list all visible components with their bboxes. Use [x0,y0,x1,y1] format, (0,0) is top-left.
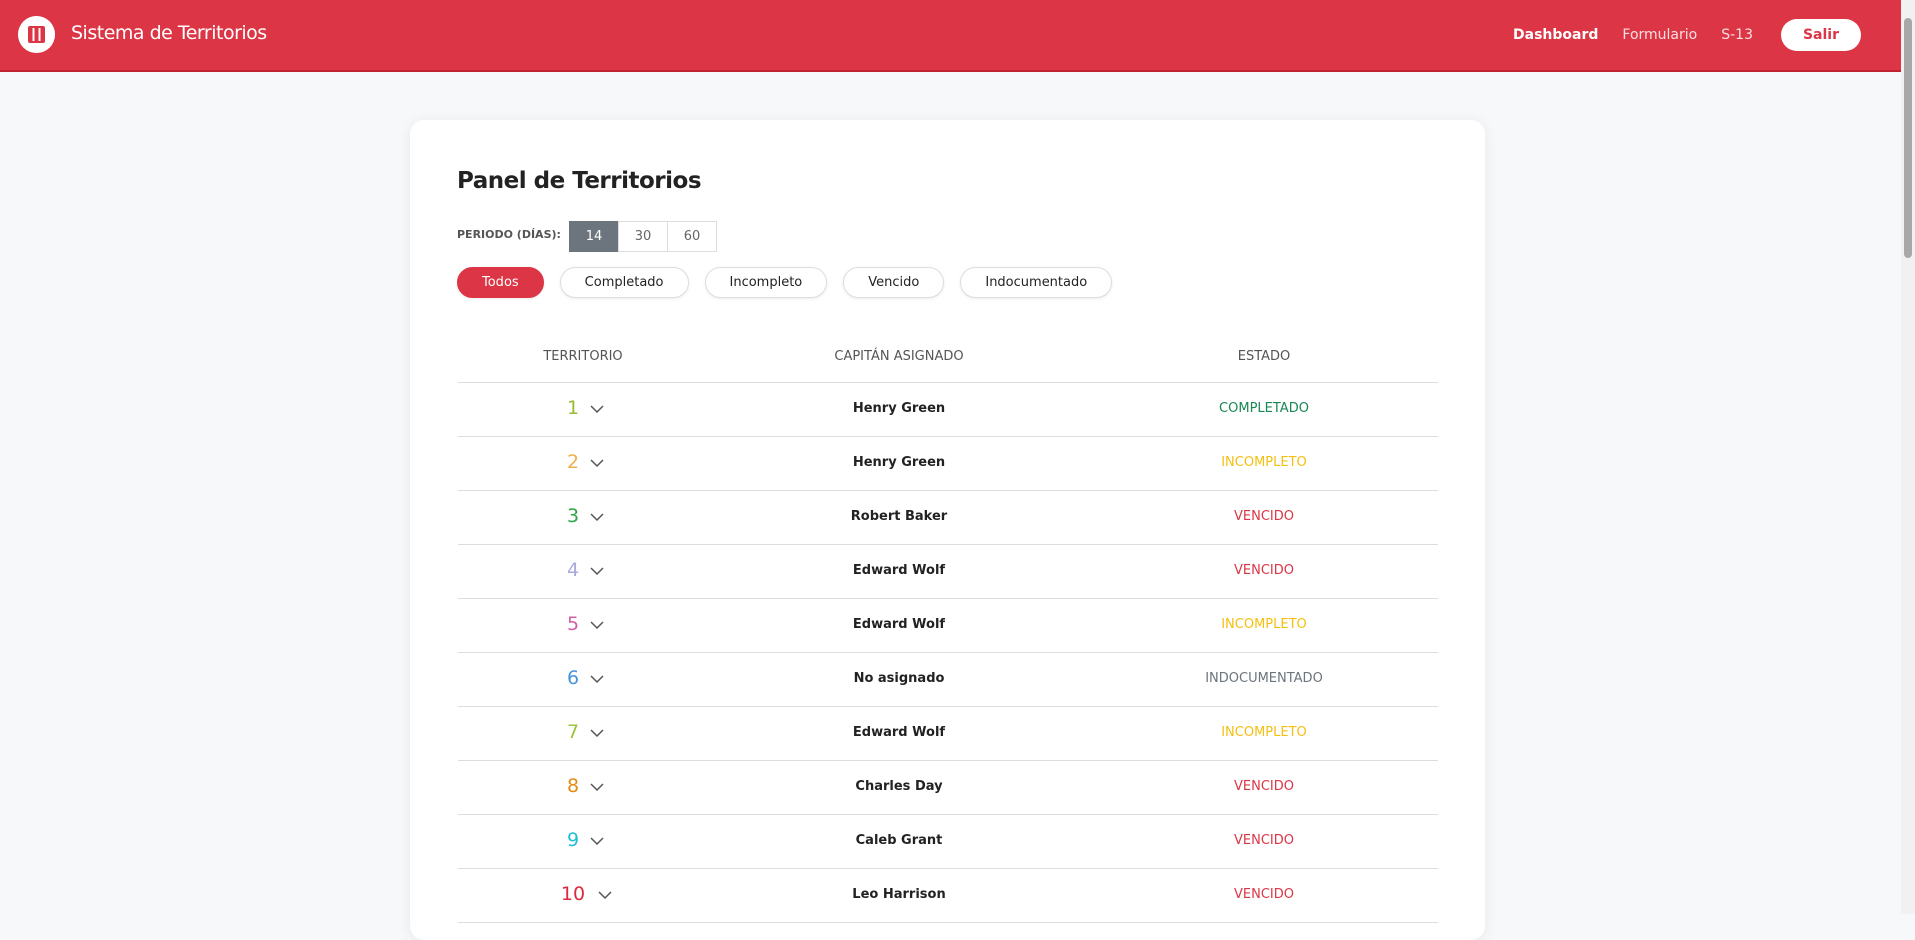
panel-card: Panel de Territorios PERIODO (DÍAS): 14 3… [410,120,1485,940]
territory-number[interactable]: 9 [566,829,580,851]
period-option[interactable]: 60 [667,221,717,252]
territory-number[interactable]: 7 [566,721,580,743]
filter-pill[interactable]: Todos [457,267,544,298]
row-line [458,868,1438,869]
row-line [458,598,1438,599]
period-label: PERIODO (DÍAS): [457,228,561,241]
status: INCOMPLETO [1221,617,1307,632]
territory-number[interactable]: 4 [566,559,580,581]
navbar: Sistema de Territorios Dashboard Formular… [0,0,1901,72]
captain-name: Edward Wolf [852,563,946,578]
status: INDOCUMENTADO [1205,671,1323,686]
status: VENCIDO [1234,509,1294,524]
filter-pill[interactable]: Incompleto [704,267,828,298]
column-header: TERRITORIO [543,349,623,364]
row-line [458,706,1438,707]
territory-number[interactable]: 2 [566,451,580,473]
expand-chevron[interactable] [589,728,605,738]
row-line [458,436,1438,437]
captain-name: Leo Harrison [852,887,946,902]
filter-pill[interactable]: Completado [559,267,689,298]
nav-link[interactable]: Dashboard [1513,27,1599,43]
logout-button[interactable]: Salir [1781,19,1861,51]
captain-name: Henry Green [852,455,946,470]
status: VENCIDO [1234,887,1294,902]
status: COMPLETADO [1219,401,1309,416]
brand[interactable]: Sistema de Territorios [71,22,267,44]
nav-link[interactable]: Formulario [1622,27,1698,43]
column-header: CAPITÁN ASIGNADO [834,349,964,364]
expand-chevron[interactable] [589,458,605,468]
expand-chevron[interactable] [597,890,613,900]
territory-number[interactable]: 6 [566,667,580,689]
row-line [458,922,1438,923]
status: VENCIDO [1234,779,1294,794]
territory-number[interactable]: 5 [566,613,580,635]
expand-chevron[interactable] [589,620,605,630]
captain-name: Caleb Grant [855,833,943,848]
row-line [458,544,1438,545]
captain-name: Robert Baker [850,509,948,524]
status: VENCIDO [1234,833,1294,848]
period-option[interactable]: 14 [569,221,619,252]
territory-number[interactable]: 1 [566,397,580,419]
period-option[interactable]: 30 [618,221,668,252]
scrollbar[interactable] [1901,0,1915,914]
captain-name: Edward Wolf [852,617,946,632]
row-line [458,652,1438,653]
territory-number[interactable]: 8 [566,775,580,797]
nav-links: Dashboard Formulario S-13 Salir [1513,19,1861,51]
header-line [458,382,1438,383]
captain-name: Charles Day [855,779,943,794]
expand-chevron[interactable] [589,512,605,522]
row-line [458,490,1438,491]
expand-chevron[interactable] [589,782,605,792]
expand-chevron[interactable] [589,836,605,846]
captain-name: Henry Green [852,401,946,416]
period-options: 14 30 60 [569,221,717,252]
status: INCOMPLETO [1221,455,1307,470]
expand-chevron[interactable] [589,566,605,576]
filter-pill[interactable]: Vencido [843,267,945,298]
territory-number[interactable]: 3 [566,505,580,527]
expand-chevron[interactable] [589,674,605,684]
panel-title: Panel de Territorios [457,168,702,194]
status: INCOMPLETO [1221,725,1307,740]
filter-pill[interactable]: Indocumentado [960,267,1113,298]
column-header: ESTADO [1237,349,1291,364]
row-line [458,760,1438,761]
nav-link[interactable]: S-13 [1721,27,1753,43]
territory-number[interactable]: 10 [560,883,586,905]
scroll-thumb[interactable] [1904,18,1912,258]
logo[interactable] [18,16,55,53]
filters: Todos Completado Incompleto Vencido Indocume… [457,267,1113,298]
captain-name: No asignado [853,671,945,686]
status: VENCIDO [1234,563,1294,578]
row-line [458,814,1438,815]
captain-name: Edward Wolf [852,725,946,740]
expand-chevron[interactable] [589,404,605,414]
